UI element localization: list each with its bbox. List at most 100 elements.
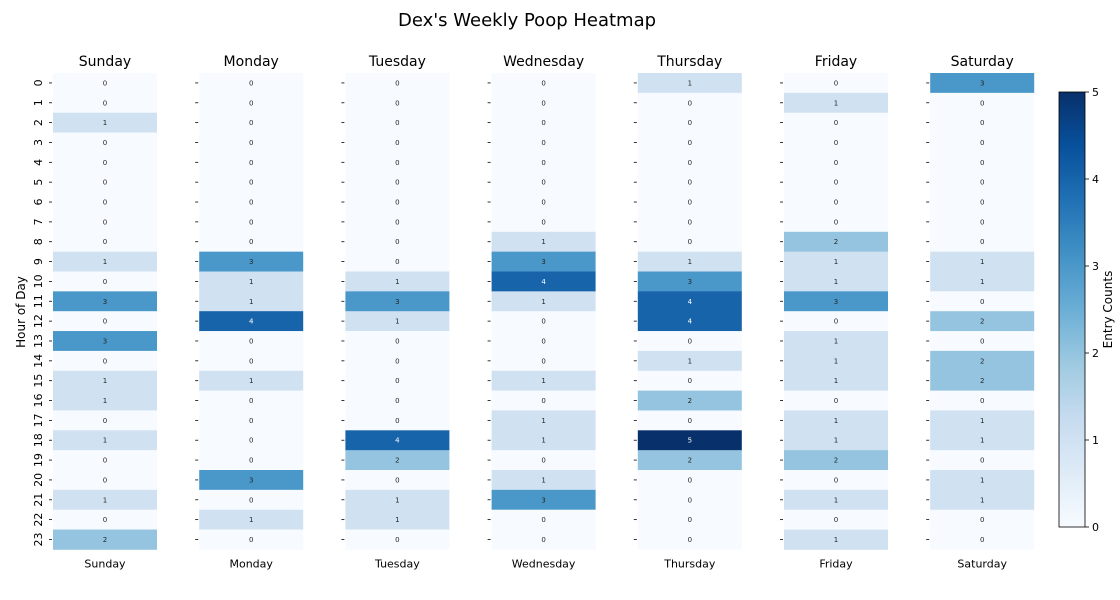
cell-value-label: 1	[980, 496, 984, 504]
heatmap-cell	[53, 370, 157, 391]
heatmap-cell	[199, 132, 304, 153]
cell-value-label: 0	[103, 278, 107, 286]
cell-value-label: 1	[834, 337, 838, 345]
cell-value-label: 0	[395, 159, 399, 167]
heatmap-cell	[930, 271, 1035, 292]
heatmap-cell	[491, 152, 596, 173]
heatmap-cell	[345, 390, 450, 411]
cell-value-label: 1	[249, 516, 253, 524]
heatmap-cell	[930, 132, 1035, 153]
heatmap-cell	[784, 350, 888, 372]
cell-value-label: 2	[834, 457, 838, 465]
cell-value-label: 2	[395, 457, 399, 465]
y-tick-label: 13	[32, 334, 45, 348]
heatmap-cell	[199, 390, 304, 411]
heatmap-cell	[784, 529, 888, 550]
cell-value-label: 1	[541, 298, 545, 306]
cell-value-label: 0	[688, 337, 692, 345]
heatmap-cell	[491, 410, 596, 431]
heatmap-cell	[637, 92, 742, 114]
cell-value-label: 0	[249, 159, 253, 167]
cell-value-label: 0	[980, 298, 984, 306]
heatmap-cell	[53, 112, 157, 133]
heatmap-cell	[784, 331, 888, 352]
heatmap-cell	[53, 211, 157, 233]
cell-value-label: 1	[834, 258, 838, 266]
cell-value-label: 2	[688, 457, 692, 465]
cell-value-label: 0	[980, 99, 984, 107]
day-title: Friday	[815, 54, 857, 70]
y-tick-label: 3	[32, 139, 45, 146]
cell-value-label: 1	[980, 476, 984, 484]
day-title: Monday	[224, 54, 279, 70]
y-tick-label: 10	[32, 274, 45, 288]
heatmap-cell	[199, 331, 304, 352]
cell-value-label: 0	[249, 179, 253, 187]
cell-value-label: 0	[834, 476, 838, 484]
cell-value-label: 3	[541, 496, 545, 504]
heatmap-cell	[930, 231, 1035, 253]
cell-value-label: 0	[980, 516, 984, 524]
cell-value-label: 0	[249, 536, 253, 544]
heatmap-cell	[345, 410, 450, 431]
x-tick-label: Sunday	[84, 557, 126, 570]
cell-value-label: 1	[395, 496, 399, 504]
heatmap-cell	[345, 251, 450, 272]
cell-value-label: 0	[980, 337, 984, 345]
cell-value-label: 0	[103, 357, 107, 365]
heatmap-cell	[784, 231, 888, 253]
heatmap-cell	[930, 331, 1035, 352]
day-panel-saturday: Saturday 3 0 0 0 0 0 0 0 0 1 1 0 2 0 2 2 0 1 1 0 1 1 0 0 Saturday	[926, 54, 1035, 570]
cell-value-label: 0	[834, 318, 838, 326]
cell-value-label: 3	[103, 298, 107, 306]
heatmap-cell	[930, 430, 1035, 451]
cell-value-label: 0	[395, 337, 399, 345]
cell-value-label: 1	[103, 258, 107, 266]
cell-value-label: 0	[688, 496, 692, 504]
cell-value-label: 0	[834, 79, 838, 87]
cell-value-label: 0	[249, 457, 253, 465]
heatmap-cell	[53, 311, 157, 332]
y-tick-label: 12	[32, 314, 45, 328]
x-tick-label: Friday	[819, 557, 853, 570]
heatmap-cell	[637, 410, 742, 431]
cell-value-label: 1	[834, 536, 838, 544]
cell-value-label: 0	[834, 516, 838, 524]
cell-value-label: 1	[980, 417, 984, 425]
heatmap-cell	[637, 470, 742, 491]
cell-value-label: 0	[688, 218, 692, 226]
cell-value-label: 0	[395, 377, 399, 385]
heatmap-cell	[199, 152, 304, 173]
heatmap-cell	[199, 489, 304, 511]
day-title: Thursday	[656, 54, 722, 70]
heatmap-cell	[199, 370, 304, 391]
heatmap-cell	[199, 73, 304, 94]
cell-value-label: 0	[395, 179, 399, 187]
cell-value-label: 1	[834, 357, 838, 365]
heatmap-cell	[491, 132, 596, 153]
cell-value-label: 0	[395, 218, 399, 226]
day-panels: Sunday0001120304050607081901031101231301…	[32, 54, 1035, 570]
cell-value-label: 0	[688, 238, 692, 246]
cell-value-label: 1	[249, 298, 253, 306]
heatmap-cell	[199, 92, 304, 114]
cell-value-label: 0	[249, 139, 253, 147]
heatmap-cell	[784, 73, 888, 94]
colorbar-tick-label: 2	[1092, 347, 1099, 360]
heatmap-cell	[637, 291, 742, 312]
heatmap-cell	[53, 192, 157, 213]
heatmap-cell	[199, 470, 304, 491]
heatmap-cell	[199, 291, 304, 312]
cell-value-label: 0	[980, 159, 984, 167]
colorbar-tick-label: 5	[1092, 86, 1099, 99]
cell-value-label: 3	[249, 258, 253, 266]
heatmap-cell	[491, 112, 596, 133]
heatmap-cell	[784, 390, 888, 411]
heatmap-cell	[345, 489, 450, 511]
heatmap-cell	[53, 291, 157, 312]
heatmap-cell	[199, 192, 304, 213]
cell-value-label: 0	[541, 99, 545, 107]
cell-value-label: 1	[834, 99, 838, 107]
heatmap-cell	[345, 152, 450, 173]
cell-value-label: 0	[395, 476, 399, 484]
